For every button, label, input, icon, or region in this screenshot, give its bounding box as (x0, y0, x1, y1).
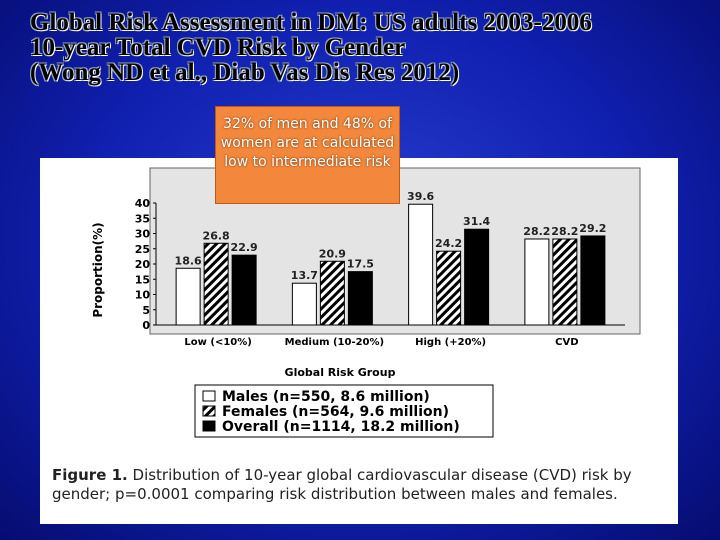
y-tick-label: 35 (135, 212, 150, 225)
data-label: 17.5 (347, 258, 374, 271)
y-tick-label: 20 (135, 258, 151, 271)
legend-label: Overall (n=1114, 18.2 million) (222, 419, 460, 435)
x-axis-label: Global Risk Group (285, 366, 396, 379)
caption-text: Distribution of 10-year global cardiovas… (52, 466, 632, 503)
title-line: Global Risk Assessment in DM: US adults … (30, 9, 592, 36)
x-tick-label: Low (<10%) (184, 337, 251, 348)
data-label: 29.2 (579, 222, 606, 235)
legend-box (194, 384, 494, 438)
y-tick-label: 25 (135, 243, 150, 256)
caption-label: Figure 1. (52, 466, 128, 484)
y-tick-label: 40 (135, 197, 151, 210)
y-axis-label: Proportion(%) (91, 222, 105, 317)
data-label: 26.8 (203, 229, 230, 242)
slide-title: Global Risk Assessment in DM: US adults … (30, 10, 710, 85)
legend-swatch (202, 405, 216, 417)
title-line: (Wong ND et al., Diab Vas Dis Res 2012) (30, 59, 460, 86)
bar (347, 271, 373, 326)
data-label: 28.2 (551, 225, 578, 238)
bar (291, 282, 317, 326)
data-label: 28.2 (523, 225, 550, 238)
bar (408, 203, 434, 326)
bar (552, 238, 578, 326)
x-tick-label: CVD (555, 337, 578, 348)
bar (580, 235, 606, 326)
bar (524, 238, 550, 326)
title-line: 10-year Total CVD Risk by Gender (30, 34, 406, 61)
bar (203, 242, 229, 326)
figure-caption: Figure 1. Distribution of 10-year global… (52, 466, 672, 504)
callout: 32% of men and 48% of women are at calcu… (215, 106, 400, 204)
bar (175, 267, 201, 326)
y-tick-label: 5 (142, 304, 150, 317)
bar (319, 260, 345, 326)
data-label: 18.6 (175, 254, 202, 267)
data-label: 20.9 (319, 247, 346, 260)
x-tick-label: High (+20%) (415, 337, 486, 348)
legend-swatch (202, 420, 216, 432)
legend-label: Females (n=564, 9.6 million) (222, 404, 449, 420)
y-tick-label: 30 (135, 228, 151, 241)
data-label: 39.6 (407, 190, 434, 203)
bar (436, 250, 462, 326)
y-tick-label: 0 (142, 319, 150, 332)
y-tick-label: 15 (135, 273, 150, 286)
data-label: 24.2 (435, 237, 462, 250)
bar (231, 254, 257, 326)
legend-label: Males (n=550, 8.6 million) (222, 389, 430, 405)
legend-swatch (202, 390, 216, 402)
data-label: 22.9 (231, 241, 258, 254)
y-tick-label: 10 (135, 289, 151, 302)
data-label: 31.4 (463, 215, 490, 228)
bar (464, 228, 490, 326)
data-label: 13.7 (291, 269, 318, 282)
x-tick-label: Medium (10-20%) (285, 337, 384, 348)
